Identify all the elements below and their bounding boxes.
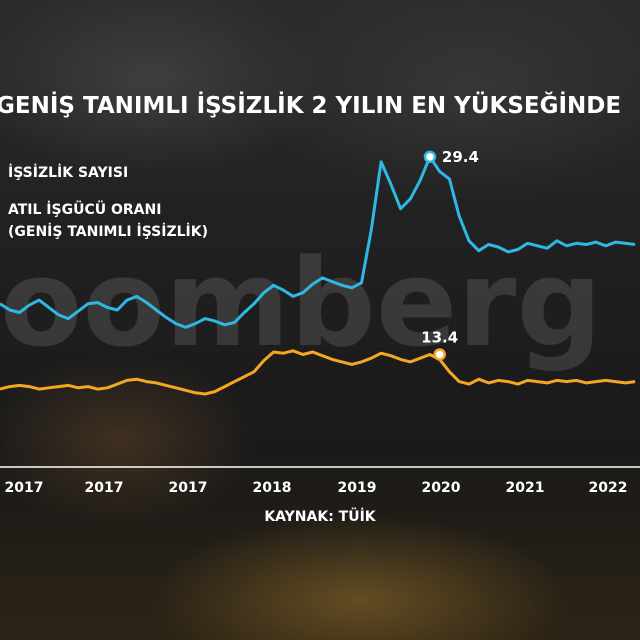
chart-title: GENİŞ TANIMLI İŞSİZLİK 2 YILIN EN YÜKSEĞ… (0, 91, 621, 119)
x-tick-label: 2018 (253, 480, 292, 496)
annotation-marker-2 (433, 348, 446, 361)
annotation-marker-1 (423, 150, 437, 164)
x-tick-label: 2020 (422, 480, 461, 496)
annotation-label-1: 29.4 (442, 148, 479, 166)
legend-atil-isgucu-line2: (GENİŞ TANIMLI İŞSİZLİK) (8, 223, 208, 240)
x-tick-label: 2017 (85, 480, 124, 496)
x-tick-layer: 2017 2017 2017 2018 2019 2020 2021 2022 (5, 480, 628, 496)
x-tick-label: 2017 (169, 480, 208, 496)
legend-atil-isgucu-line1: ATIL İŞGÜCÜ ORANI (8, 200, 161, 218)
x-tick-label: 2022 (589, 480, 628, 496)
series-layer (0, 155, 636, 396)
series-line-2 (0, 349, 636, 396)
annotation-label-2: 13.4 (421, 328, 458, 346)
source-label: KAYNAK: TÜİK (264, 507, 376, 525)
x-tick-label: 2017 (5, 480, 44, 496)
legend-issizlik-sayisi: İŞSİZLİK SAYISI (8, 164, 128, 181)
x-tick-label: 2021 (506, 480, 545, 496)
series-line-1 (0, 155, 636, 329)
x-tick-label: 2019 (338, 480, 377, 496)
annotation-layer: 29.4 13.4 (421, 148, 479, 361)
